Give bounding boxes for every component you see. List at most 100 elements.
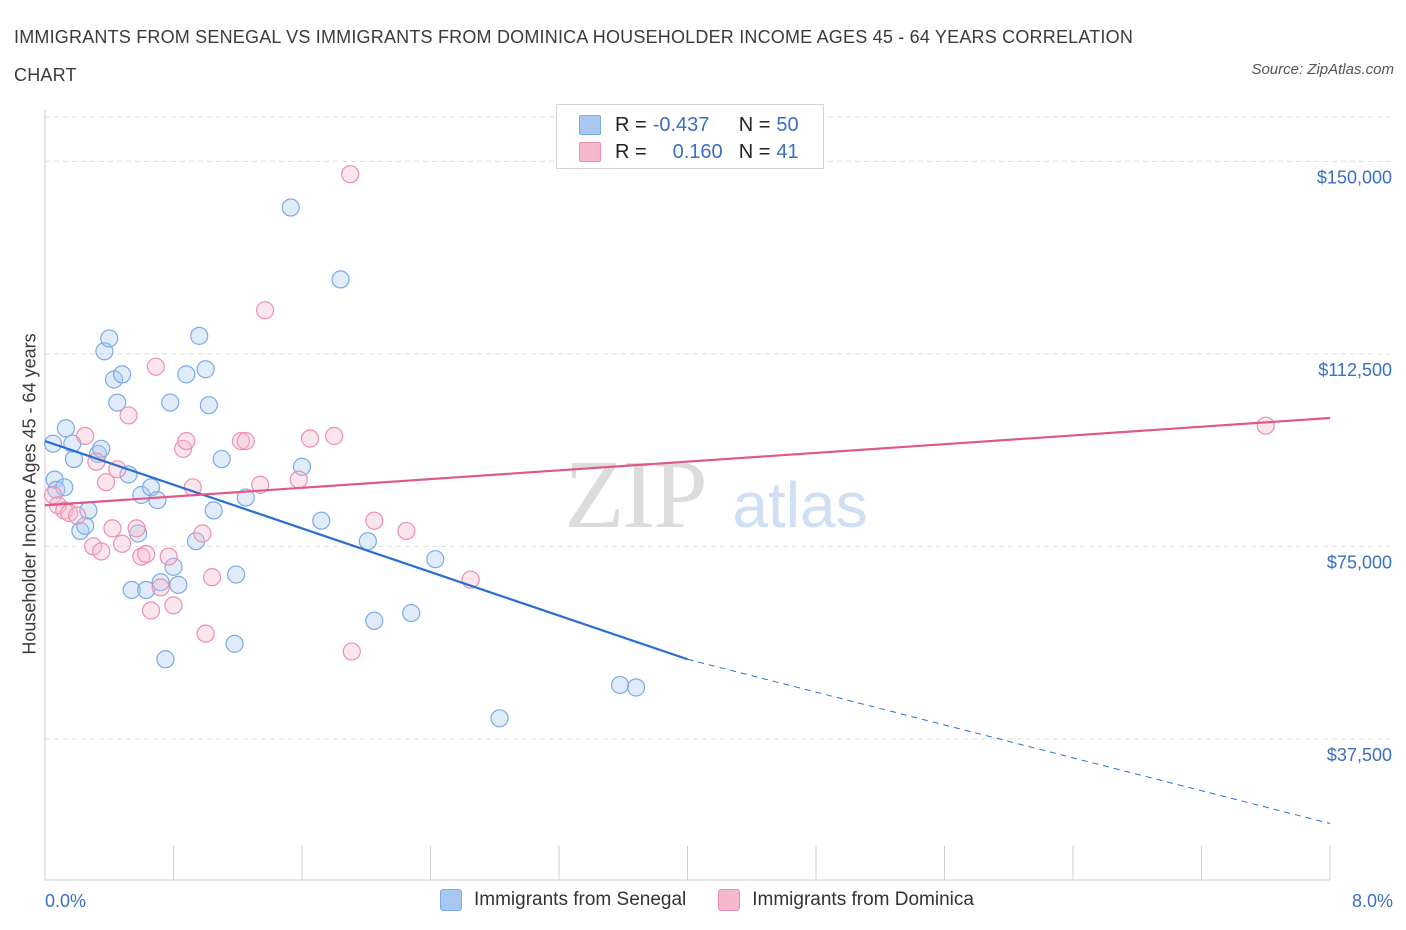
dominica-point [127,519,146,538]
dominica-point [365,511,384,530]
senegal-point [227,565,246,584]
dominica-point [251,475,270,494]
senegal-point [281,198,300,217]
dominica-point [300,429,320,448]
senegal-point [331,270,350,289]
senegal-trend-extension [687,658,1331,825]
y-tick-label: $112,500 [1318,360,1392,380]
dominica-point [112,534,132,553]
dominica-point [255,301,275,320]
y-tick-label: $75,000 [1327,552,1392,572]
legend-swatch-dominica [718,889,741,911]
senegal-trend-line [44,440,688,661]
dominica-point [289,470,308,489]
senegal-point [490,709,509,728]
senegal-point [108,393,127,412]
y-tick-label: $37,500 [1327,745,1392,765]
chart-title: IMMIGRANTS FROM SENEGAL VS IMMIGRANTS FR… [14,27,1134,85]
n-label: N = [738,140,771,163]
dominica-point [137,544,156,564]
senegal-point [177,365,196,384]
senegal-point [426,550,445,569]
legend-label-dominica: Immigrants from Dominica [752,889,974,910]
dominica-point [96,473,116,492]
dominica-point [103,519,122,538]
data-points [43,165,1275,728]
dominica-point [231,432,251,451]
dominica-point [92,542,111,561]
senegal-point [365,611,384,630]
senegal-point [161,393,180,412]
source-label: Source: ZipAtlas.com [1251,61,1394,78]
legend-swatch-senegal [440,889,462,911]
senegal-point [100,329,119,348]
senegal-point [156,650,175,669]
senegal-point [122,580,141,600]
dominica-point [132,547,151,566]
dominica-point [177,432,196,451]
senegal-point [610,675,630,695]
legend-label-senegal: Immigrants from Senegal [474,889,687,910]
series-legend: Immigrants from Senegal Immigrants from … [440,889,1006,911]
legend-item-dominica[interactable]: Immigrants from Dominica [718,889,974,911]
senegal-point [71,521,90,541]
trend-lines [44,416,1331,825]
n-label: N = [738,113,771,136]
watermark-atlas: atlas [732,469,867,541]
watermark: ZIP atlas [565,441,868,549]
senegal-point [190,326,209,345]
dominica-point [342,642,361,661]
dominica-point [196,624,215,643]
dominica-point [1256,416,1275,435]
senegal-point [151,573,170,592]
senegal-point [56,419,75,438]
dominica-point [151,578,170,597]
senegal-point [204,501,223,520]
r-label: R = [615,140,647,163]
senegal-point [196,360,215,379]
dominica-point [202,568,222,587]
senegal-swatch [579,115,601,135]
stats-legend: R = -0.437 N = 50 R = 0.160 N = 41 [556,104,824,169]
stats-row-dominica: R = 0.160 N = 41 [579,140,799,164]
n-value-dominica: 41 [776,140,799,163]
r-label: R = [615,113,647,136]
senegal-point [358,532,377,551]
senegal-point [312,511,331,530]
dominica-point [76,426,95,446]
dominica-point [159,547,178,566]
senegal-point [164,557,183,576]
senegal-point [169,575,188,594]
x-tick-max: 8.0% [1351,891,1393,911]
senegal-point [402,603,421,623]
senegal-point [212,449,231,469]
senegal-point [199,396,218,415]
senegal-point [148,491,167,510]
senegal-point [225,634,244,653]
dominica-point [325,426,344,446]
dominica-swatch [579,142,601,162]
dominica-point [236,432,255,451]
watermark-zip: ZIP [565,441,706,549]
dominica-point [164,596,183,615]
dominica-point [397,521,416,541]
dominica-point [68,506,87,525]
stats-row-senegal: R = -0.437 N = 50 [579,113,799,137]
r-value-dominica: 0.160 [672,140,723,163]
n-value-senegal: 50 [776,113,799,136]
y-tick-label: $150,000 [1317,167,1392,187]
senegal-point [626,678,646,697]
y-tick-labels: $37,500 $75,000 $112,500 $150,000 [1317,167,1392,765]
dominica-trend-line [44,416,1331,507]
dominica-point [119,406,138,425]
dominica-point [43,485,63,505]
r-value-senegal: -0.437 [652,113,710,136]
legend-item-senegal[interactable]: Immigrants from Senegal [440,889,686,911]
dominica-point [193,524,212,543]
dominica-point [141,601,161,620]
senegal-point [236,488,255,507]
senegal-point [112,365,132,384]
senegal-point [137,580,156,600]
x-tick-min: 0.0% [45,891,87,911]
